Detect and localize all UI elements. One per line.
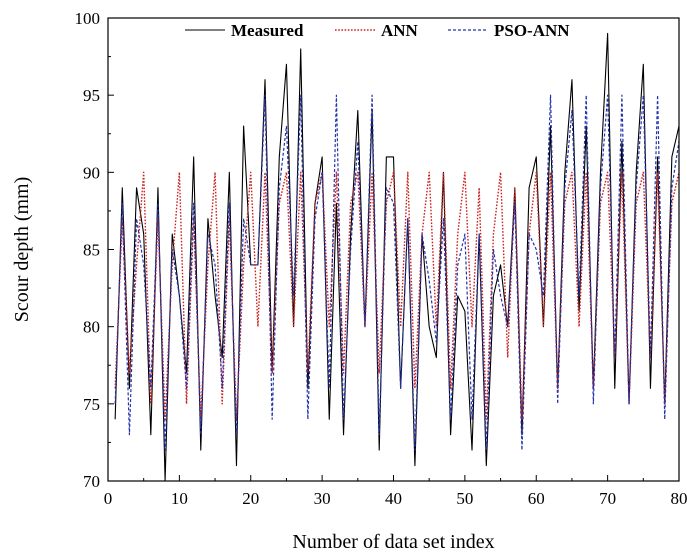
- plot-frame: [107, 17, 680, 482]
- x-tick-label: 40: [385, 489, 402, 508]
- legend-entry-pso-ann: PSO-ANN: [494, 21, 570, 40]
- x-tick-label: 30: [314, 489, 331, 508]
- x-axis-label: Number of data set index: [292, 531, 494, 553]
- y-axis: 70 75 80 85 90 95 100: [75, 9, 114, 491]
- y-tick-label: 90: [83, 163, 100, 182]
- x-tick-label: 10: [171, 489, 188, 508]
- y-tick-label: 80: [83, 318, 100, 337]
- x-tick-label: 70: [599, 489, 616, 508]
- legend-entry-ann: ANN: [381, 21, 419, 40]
- y-tick-label: 70: [83, 472, 100, 491]
- x-tick-label: 0: [104, 489, 113, 508]
- series-line-measured: [114, 32, 680, 482]
- x-axis: 0 10 20 30 40 50 60 70 80: [104, 475, 687, 508]
- x-tick-label: 60: [528, 489, 545, 508]
- y-tick-label: 95: [83, 86, 100, 105]
- plot-area: [114, 32, 680, 482]
- y-tick-label: 100: [75, 9, 101, 28]
- legend-entry-measured: Measured: [231, 21, 304, 40]
- x-tick-label: 50: [456, 489, 473, 508]
- x-tick-label: 20: [242, 489, 259, 508]
- x-tick-label: 80: [671, 489, 687, 508]
- y-tick-label: 75: [83, 395, 100, 414]
- series-line-pso-ann: [114, 94, 680, 451]
- y-tick-label: 85: [83, 241, 100, 260]
- legend: Measured ANN PSO-ANN: [185, 21, 570, 40]
- y-axis-label: Scour depth (mm): [11, 177, 33, 323]
